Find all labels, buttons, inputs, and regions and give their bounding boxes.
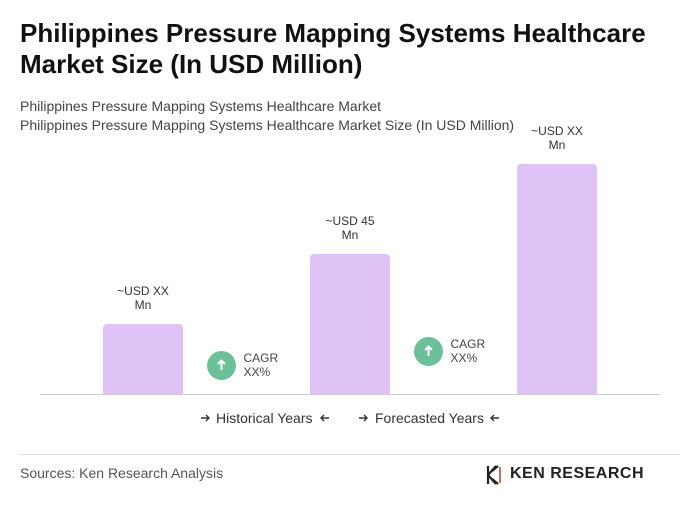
subtitle: Philippines Pressure Mapping Systems Hea… <box>20 117 515 133</box>
legend-arrow <box>320 414 329 422</box>
bar <box>103 324 183 394</box>
legend-arrow <box>490 414 499 422</box>
value-label: ~USD 45 Mn <box>325 214 375 243</box>
arrow-up <box>424 344 433 356</box>
chart-title: Philippines Pressure Mapping Systems Hea… <box>20 18 646 79</box>
value-label: ~USD XX Mn <box>531 124 583 152</box>
arrow-up <box>217 358 226 370</box>
bar <box>517 164 597 394</box>
source: Sources: Ken Research Analysis <box>20 465 224 481</box>
cagr-icon <box>414 336 443 366</box>
brand: KEN RESEARCH <box>510 465 645 482</box>
divider <box>20 454 680 455</box>
brand-icon <box>486 465 501 485</box>
bar <box>310 254 390 394</box>
legend-arrow <box>201 414 210 422</box>
axis-line <box>40 394 660 395</box>
subtitle: Philippines Pressure Mapping Systems Hea… <box>20 98 382 114</box>
legend-label: Forecasted Years <box>375 410 484 426</box>
legend-label: Historical Years <box>216 410 313 426</box>
value-label: ~USD XX Mn <box>117 284 169 313</box>
cagr-label: CAGR XX% <box>450 337 486 365</box>
legend-arrow <box>359 414 368 422</box>
cagr-label: CAGR XX% <box>243 351 279 379</box>
cagr-icon <box>207 350 236 380</box>
